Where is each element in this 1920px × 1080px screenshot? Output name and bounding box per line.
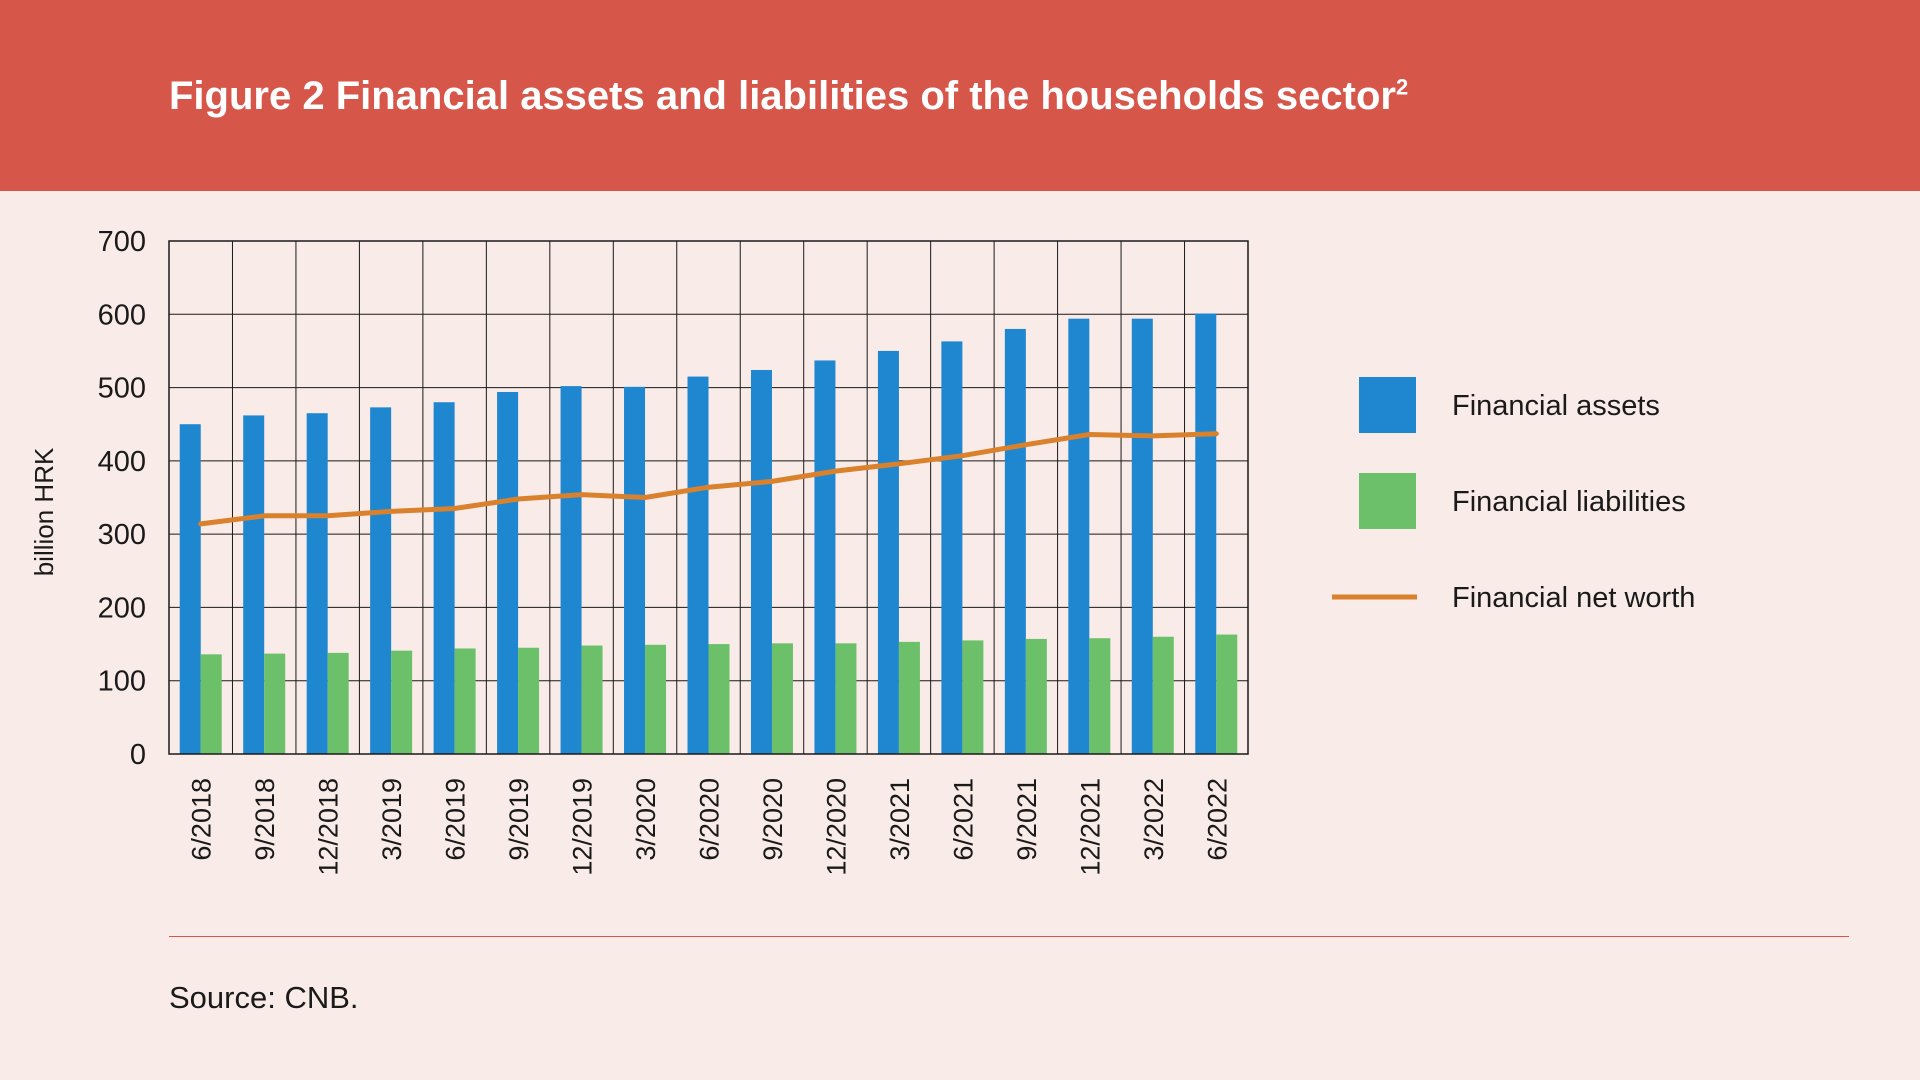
y-tick-labels: 0 100 200 300 400 500 600 700 [98, 226, 146, 771]
bar-financial-liabilities-6/2019 [454, 648, 476, 754]
bar-financial-liabilities-3/2022 [1152, 636, 1174, 754]
figure-title: Figure 2 Financial assets and liabilitie… [169, 72, 1408, 120]
x-tick-label-12/2020: 12/2020 [821, 778, 851, 876]
y-tick-label-700: 700 [98, 226, 146, 258]
x-tick-label-3/2022: 3/2022 [1139, 778, 1169, 861]
net-worth-line-group [198, 431, 1219, 527]
bar-financial-liabilities-3/2020 [645, 644, 667, 754]
x-tick-label-9/2018: 9/2018 [250, 778, 280, 861]
bar-financial-assets-12/2021 [1068, 318, 1090, 754]
bar-financial-liabilities-9/2018 [264, 653, 286, 754]
bar-financial-liabilities-12/2018 [327, 652, 349, 754]
x-tick-label-9/2021: 9/2021 [1012, 778, 1042, 861]
bar-financial-liabilities-6/2021 [962, 640, 984, 754]
bar-financial-assets-9/2020 [750, 369, 772, 754]
x-tick-label-9/2019: 9/2019 [504, 778, 534, 861]
bar-financial-assets-3/2020 [624, 386, 646, 754]
bar-financial-liabilities-6/2018 [200, 654, 222, 754]
legend-label-financial-assets: Financial assets [1452, 390, 1660, 422]
footer-divider [169, 936, 1849, 937]
y-tick-label-0: 0 [130, 739, 146, 771]
bar-financial-liabilities-9/2019 [518, 647, 540, 754]
y-tick-label-400: 400 [98, 446, 146, 478]
bar-financial-assets-6/2022 [1195, 313, 1217, 754]
x-tick-label-3/2021: 3/2021 [885, 778, 915, 861]
y-axis-label: billion HRK [29, 447, 59, 576]
legend-swatch-financial-liabilities [1359, 473, 1416, 529]
net-worth-line [198, 431, 1219, 527]
bar-financial-assets-6/2021 [941, 341, 963, 754]
bar-financial-assets-12/2019 [560, 386, 582, 754]
y-tick-label-100: 100 [98, 666, 146, 698]
bar-financial-assets-3/2019 [370, 407, 392, 754]
y-tick-label-300: 300 [98, 519, 146, 551]
bar-financial-liabilities-3/2021 [898, 641, 920, 754]
x-tick-label-6/2020: 6/2020 [695, 778, 725, 861]
x-tick-label-3/2019: 3/2019 [377, 778, 407, 861]
bar-financial-assets-12/2020 [814, 360, 836, 754]
legend-label-financial-net-worth: Financial net worth [1452, 582, 1695, 614]
legend-swatch-financial-assets [1359, 377, 1416, 433]
bar-financial-liabilities-9/2021 [1025, 638, 1047, 754]
x-tick-label-6/2018: 6/2018 [187, 778, 217, 861]
bar-financial-assets-12/2018 [306, 413, 328, 754]
x-tick-label-3/2020: 3/2020 [631, 778, 661, 861]
bar-financial-liabilities-3/2019 [391, 650, 413, 754]
x-tick-labels: 6/2018 9/2018 12/2018 3/2019 6/2019 9/2019 12/… [187, 778, 1233, 876]
x-tick-label-6/2021: 6/2021 [948, 778, 978, 861]
bar-financial-liabilities-6/2020 [708, 644, 730, 754]
bar-financial-assets-9/2018 [243, 415, 265, 754]
bar-financial-liabilities-12/2019 [581, 645, 603, 754]
bar-financial-assets-3/2021 [877, 350, 899, 754]
bars [179, 313, 1238, 754]
source-note: Source: CNB. [169, 980, 359, 1015]
bar-financial-assets-6/2018 [179, 424, 201, 754]
y-tick-label-500: 500 [98, 373, 146, 405]
y-tick-label-200: 200 [98, 592, 146, 624]
bar-financial-assets-3/2022 [1131, 318, 1153, 754]
legend-label-financial-liabilities: Financial liabilities [1452, 486, 1686, 518]
bar-financial-liabilities-6/2022 [1216, 634, 1238, 754]
x-tick-label-12/2021: 12/2021 [1075, 778, 1105, 876]
bar-financial-liabilities-12/2020 [835, 643, 857, 754]
legend: Financial assets Financial liabilities Fin… [1332, 377, 1695, 614]
bar-financial-assets-6/2020 [687, 376, 709, 754]
bar-financial-assets-9/2021 [1004, 328, 1026, 754]
header-banner: Figure 2 Financial assets and liabilitie… [0, 0, 1920, 191]
bar-financial-liabilities-12/2021 [1089, 638, 1111, 754]
figure-title-text: Figure 2 Financial assets and liabilitie… [169, 74, 1396, 118]
x-tick-label-9/2020: 9/2020 [758, 778, 788, 861]
bar-financial-assets-6/2019 [433, 402, 455, 754]
plot-frame [168, 240, 1249, 755]
x-tick-label-6/2022: 6/2022 [1202, 778, 1232, 861]
footnote-marker: 2 [1395, 74, 1409, 100]
bar-financial-assets-9/2019 [497, 391, 519, 754]
x-tick-label-6/2019: 6/2019 [441, 778, 471, 861]
x-tick-label-12/2019: 12/2019 [568, 778, 598, 876]
x-tick-label-12/2018: 12/2018 [314, 778, 344, 876]
bar-financial-liabilities-9/2020 [771, 643, 793, 754]
y-tick-label-600: 600 [98, 299, 146, 331]
